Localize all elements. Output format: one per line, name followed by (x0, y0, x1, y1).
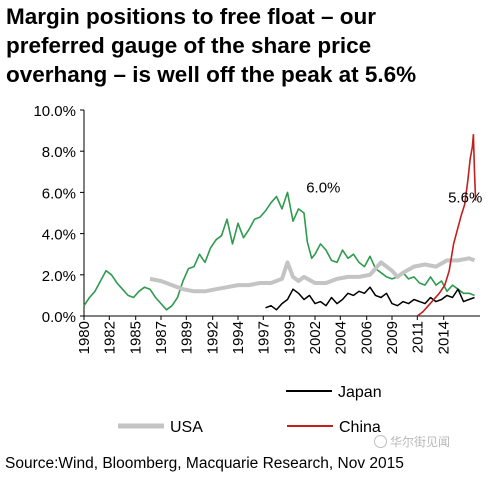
x-tick-label: 1987 (153, 321, 170, 354)
x-tick-label: 2006 (359, 321, 376, 354)
x-tick-label: 1999 (282, 321, 299, 354)
x-tick-label: 2009 (384, 321, 401, 354)
wechat-icon (374, 435, 387, 448)
x-tick-label: 1989 (178, 321, 195, 354)
source-note: Source:Wind, Bloomberg, Macquarie Resear… (5, 455, 404, 472)
y-tick-label: 10.0% (33, 103, 76, 120)
x-tick-label: 1992 (205, 321, 222, 354)
title-line: overhang – is well off the peak at 5.6% (6, 62, 417, 87)
legend-label-usa: USA (170, 419, 203, 436)
y-tick-label: 4.0% (42, 227, 76, 244)
chart-title: Margin positions to free float – our pre… (6, 2, 500, 89)
watermark-text: 华尔街见闻 (390, 435, 451, 449)
x-tick-label: 2011 (409, 321, 426, 353)
series-line-japan (265, 286, 475, 311)
series-line-legacy (83, 191, 475, 311)
x-tick-label: 1997 (255, 321, 272, 354)
x-tick-label: 1980 (76, 321, 93, 354)
legend-label-china: China (339, 419, 381, 436)
y-tick-label: 8.0% (42, 144, 76, 161)
title-line: preferred gauge of the share price (6, 33, 372, 58)
x-tick-label: 2002 (307, 321, 324, 354)
series-line-china (416, 133, 477, 317)
watermark: 华尔街见闻 (374, 433, 450, 450)
x-tick-label: 1982 (101, 321, 118, 354)
x-tick-label: 2014 (436, 321, 453, 354)
x-tick-label: 1994 (230, 321, 247, 354)
series-line-usa (149, 256, 476, 294)
y-tick-label: 0.0% (42, 309, 76, 326)
data-label: 5.6% (448, 190, 482, 207)
x-tick-label: 1985 (128, 321, 145, 354)
y-tick-label: 2.0% (42, 268, 76, 285)
data-label: 6.0% (306, 179, 340, 196)
x-tick-label: 2004 (332, 321, 349, 354)
title-line: Margin positions to free float – our (6, 4, 377, 29)
y-tick-label: 6.0% (42, 185, 76, 202)
legend-label-japan: Japan (338, 384, 382, 401)
